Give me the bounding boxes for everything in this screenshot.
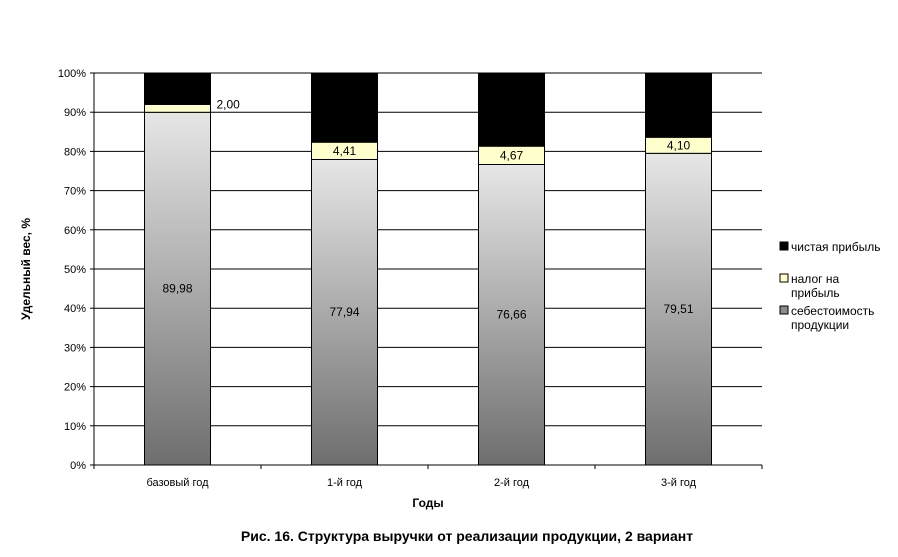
bar-segment: [645, 72, 712, 138]
y-tick-label: 50%: [64, 264, 86, 276]
data-label: 77,94: [329, 305, 359, 319]
y-tick-label: 80%: [64, 146, 86, 158]
data-label: 79,51: [663, 302, 693, 316]
legend-label: продукции: [791, 318, 849, 332]
y-tick-label: 20%: [64, 382, 86, 394]
bar-segment: [478, 163, 545, 466]
legend-label: себестоимость: [791, 304, 874, 318]
y-tick-label: 10%: [64, 421, 86, 433]
legend-label: прибыль: [791, 286, 840, 300]
bar-segment: [645, 152, 712, 466]
data-label: 89,98: [162, 282, 192, 296]
y-tick-label: 100%: [58, 68, 86, 80]
y-tick-label: 70%: [64, 186, 86, 198]
bar-segment: [144, 72, 211, 105]
legend-label: налог на: [791, 272, 839, 286]
axes: 0% 10% 20% 30% 40% 50% 60% 70% 80% 90% 100% базовый…: [19, 68, 763, 510]
x-tick-label: 1-й год: [327, 477, 363, 489]
x-tick-label: 3-й год: [661, 477, 697, 489]
legend-label: чистая прибыль: [791, 240, 880, 254]
y-tick-label: 60%: [64, 225, 86, 237]
data-label: 4,67: [500, 148, 524, 162]
legend-swatch: [779, 305, 789, 315]
figure-caption: Рис. 16. Структура выручки от реализации…: [240, 528, 694, 544]
bar-segment: [311, 72, 378, 143]
y-tick-label: 30%: [64, 342, 86, 354]
bar-segment: [144, 103, 211, 113]
x-tick-label: 2-й год: [494, 477, 530, 489]
legend-swatch: [779, 273, 789, 283]
legend-swatch: [779, 241, 789, 251]
bar-segment: [478, 72, 545, 147]
y-axis-title: Удельный вес, %: [19, 218, 33, 320]
y-tick-label: 40%: [64, 303, 86, 315]
data-labels: 89,98 2,00 77,94 4,41 76,66 4,67 79,51 4,10: [162, 97, 693, 321]
data-label: 76,66: [496, 308, 526, 322]
data-label: 4,10: [667, 138, 691, 152]
data-label: 4,41: [333, 144, 357, 158]
data-label: 2,00: [217, 97, 241, 111]
y-tick-label: 0%: [70, 460, 86, 472]
x-tick-label: базовый год: [146, 477, 209, 489]
x-axis-title: Годы: [412, 496, 443, 510]
bars: [144, 72, 712, 466]
y-tick-label: 90%: [64, 107, 86, 119]
